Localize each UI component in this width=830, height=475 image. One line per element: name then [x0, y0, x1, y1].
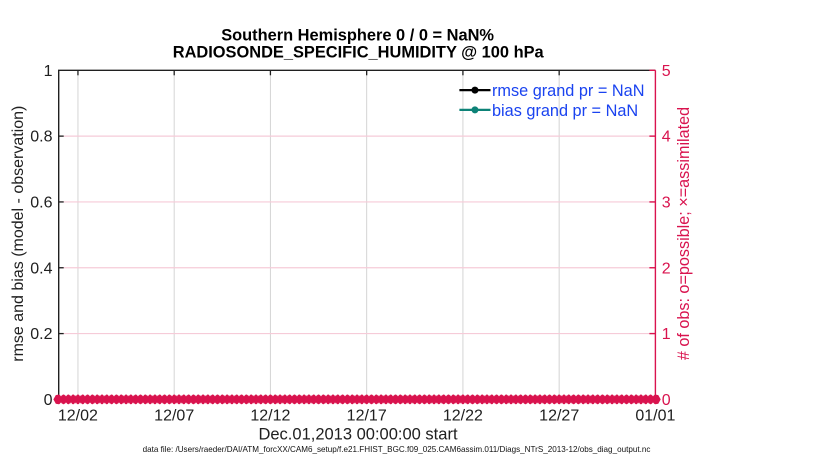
svg-text:5: 5 [662, 63, 671, 80]
svg-text:Southern Hemisphere 0 / 0 = Na: Southern Hemisphere 0 / 0 = NaN% [221, 27, 494, 45]
svg-text:Dec.01,2013 00:00:00 start: Dec.01,2013 00:00:00 start [258, 425, 457, 443]
svg-text:2: 2 [662, 260, 671, 277]
svg-text:1: 1 [44, 63, 53, 80]
svg-text:0.2: 0.2 [30, 326, 52, 343]
svg-text:rmse grand pr = NaN: rmse grand pr = NaN [492, 82, 644, 100]
svg-text:rmse and bias (model - observa: rmse and bias (model - observation) [10, 106, 27, 362]
svg-text:12/07: 12/07 [154, 407, 194, 424]
svg-text:0.6: 0.6 [30, 195, 52, 212]
svg-text:0: 0 [44, 392, 53, 409]
svg-text:data file: /Users/raeder/DAI/A: data file: /Users/raeder/DAI/ATM_forcXX/… [143, 445, 651, 454]
svg-text:12/22: 12/22 [443, 407, 483, 424]
svg-text:01/01: 01/01 [635, 407, 675, 424]
svg-text:12/12: 12/12 [250, 407, 290, 424]
svg-text:bias grand pr = NaN: bias grand pr = NaN [492, 102, 638, 120]
svg-text:12/17: 12/17 [347, 407, 387, 424]
svg-text:# of obs: o=possible; ×=assimi: # of obs: o=possible; ×=assimilated [675, 107, 693, 360]
svg-text:3: 3 [662, 195, 671, 212]
svg-text:12/27: 12/27 [539, 407, 579, 424]
svg-text:12/02: 12/02 [58, 407, 98, 424]
svg-text:0: 0 [662, 392, 671, 409]
svg-text:1: 1 [662, 326, 671, 343]
svg-text:RADIOSONDE_SPECIFIC_HUMIDITY @: RADIOSONDE_SPECIFIC_HUMIDITY @ 100 hPa [173, 44, 545, 62]
svg-text:0.8: 0.8 [30, 129, 52, 146]
svg-text:0.4: 0.4 [30, 260, 52, 277]
svg-text:4: 4 [662, 129, 671, 146]
